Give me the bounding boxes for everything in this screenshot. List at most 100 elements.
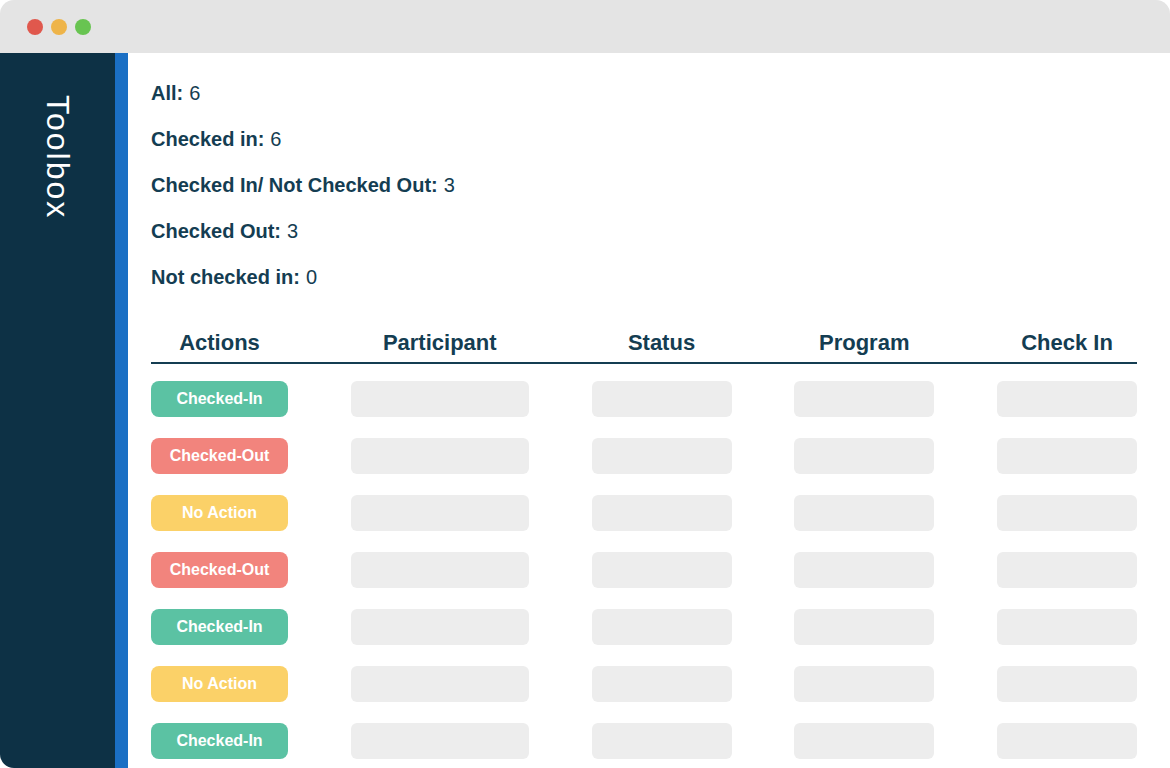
- action-button[interactable]: Checked-In: [151, 381, 288, 417]
- status-cell: [592, 609, 732, 645]
- stat-line: Not checked in: 0: [151, 266, 1170, 288]
- participant-cell: [351, 381, 529, 417]
- status-placeholder: [592, 381, 732, 417]
- stat-label: Not checked in:: [151, 266, 300, 288]
- maximize-window-button[interactable]: [75, 19, 91, 35]
- stat-label: Checked In/ Not Checked Out:: [151, 174, 438, 196]
- participant-placeholder: [351, 438, 529, 474]
- action-button[interactable]: Checked-Out: [151, 552, 288, 588]
- action-button[interactable]: Checked-In: [151, 609, 288, 645]
- checkin-cell: [997, 723, 1137, 759]
- status-placeholder: [592, 552, 732, 588]
- column-header-status: Status: [592, 330, 732, 356]
- column-header-check-in: Check In: [997, 330, 1137, 356]
- app-window: Toolbox All: 6 Checked in: 6 Checked In/ N…: [0, 0, 1170, 768]
- status-cell: [592, 552, 732, 588]
- column-header-program: Program: [794, 330, 934, 356]
- participant-cell: [351, 609, 529, 645]
- stat-label: All:: [151, 82, 183, 104]
- window-body: Toolbox All: 6 Checked in: 6 Checked In/ N…: [0, 53, 1170, 768]
- checkin-placeholder: [997, 381, 1137, 417]
- window-titlebar: [0, 0, 1170, 53]
- actions-cell: Checked-In: [151, 723, 288, 759]
- stat-line: Checked Out:3: [151, 220, 1170, 242]
- checkin-placeholder: [997, 438, 1137, 474]
- checkin-placeholder: [997, 609, 1137, 645]
- program-placeholder: [794, 666, 934, 702]
- status-cell: [592, 381, 732, 417]
- participant-cell: [351, 723, 529, 759]
- action-button[interactable]: Checked-In: [151, 723, 288, 759]
- status-cell: [592, 666, 732, 702]
- actions-cell: Checked-Out: [151, 438, 288, 474]
- program-cell: [794, 609, 934, 645]
- checkin-placeholder: [997, 495, 1137, 531]
- program-cell: [794, 666, 934, 702]
- sidebar-title: Toolbox: [39, 95, 76, 768]
- participant-placeholder: [351, 723, 529, 759]
- stat-line: Checked In/ Not Checked Out: 3: [151, 174, 1170, 196]
- program-placeholder: [794, 438, 934, 474]
- status-cell: [592, 723, 732, 759]
- table-row: Checked-Out: [151, 552, 1137, 588]
- status-cell: [592, 438, 732, 474]
- participant-placeholder: [351, 381, 529, 417]
- participant-placeholder: [351, 609, 529, 645]
- table-header-row: Actions Participant Status Program Check…: [151, 330, 1137, 364]
- participant-placeholder: [351, 666, 529, 702]
- program-placeholder: [794, 552, 934, 588]
- stat-value: 3: [444, 174, 455, 196]
- stat-value: 0: [306, 266, 317, 288]
- participant-placeholder: [351, 552, 529, 588]
- checkin-cell: [997, 381, 1137, 417]
- checkin-cell: [997, 495, 1137, 531]
- table-body: Checked-In Checked-Out: [151, 381, 1137, 759]
- checkin-cell: [997, 666, 1137, 702]
- checkin-cell: [997, 609, 1137, 645]
- status-placeholder: [592, 495, 732, 531]
- participant-cell: [351, 438, 529, 474]
- participant-cell: [351, 495, 529, 531]
- checkin-cell: [997, 552, 1137, 588]
- minimize-window-button[interactable]: [51, 19, 67, 35]
- table-row: Checked-In: [151, 723, 1137, 759]
- column-header-participant: Participant: [351, 330, 529, 356]
- program-cell: [794, 495, 934, 531]
- checkin-placeholder: [997, 723, 1137, 759]
- participant-cell: [351, 666, 529, 702]
- table-row: Checked-In: [151, 381, 1137, 417]
- program-cell: [794, 552, 934, 588]
- program-placeholder: [794, 723, 934, 759]
- sidebar-accent-stripe: [115, 53, 128, 768]
- checkin-placeholder: [997, 666, 1137, 702]
- stat-value: 6: [189, 82, 200, 104]
- stat-line: Checked in: 6: [151, 128, 1170, 150]
- checkin-stats-summary: All: 6 Checked in: 6 Checked In/ Not Check…: [151, 82, 1170, 288]
- program-cell: [794, 438, 934, 474]
- sidebar: Toolbox: [0, 53, 115, 768]
- status-placeholder: [592, 723, 732, 759]
- program-placeholder: [794, 495, 934, 531]
- actions-cell: No Action: [151, 666, 288, 702]
- table-row: Checked-Out: [151, 438, 1137, 474]
- status-placeholder: [592, 609, 732, 645]
- action-button[interactable]: Checked-Out: [151, 438, 288, 474]
- table-row: No Action: [151, 495, 1137, 531]
- table-row: Checked-In: [151, 609, 1137, 645]
- program-placeholder: [794, 609, 934, 645]
- status-cell: [592, 495, 732, 531]
- action-button[interactable]: No Action: [151, 666, 288, 702]
- stat-label: Checked in:: [151, 128, 264, 150]
- participant-placeholder: [351, 495, 529, 531]
- table-row: No Action: [151, 666, 1137, 702]
- stat-value: 6: [270, 128, 281, 150]
- stat-value: 3: [287, 220, 298, 242]
- actions-cell: Checked-In: [151, 381, 288, 417]
- checkin-cell: [997, 438, 1137, 474]
- participant-cell: [351, 552, 529, 588]
- main-content: All: 6 Checked in: 6 Checked In/ Not Check…: [128, 53, 1170, 768]
- program-cell: [794, 381, 934, 417]
- close-window-button[interactable]: [27, 19, 43, 35]
- attendance-table: Actions Participant Status Program Check…: [151, 330, 1137, 759]
- action-button[interactable]: No Action: [151, 495, 288, 531]
